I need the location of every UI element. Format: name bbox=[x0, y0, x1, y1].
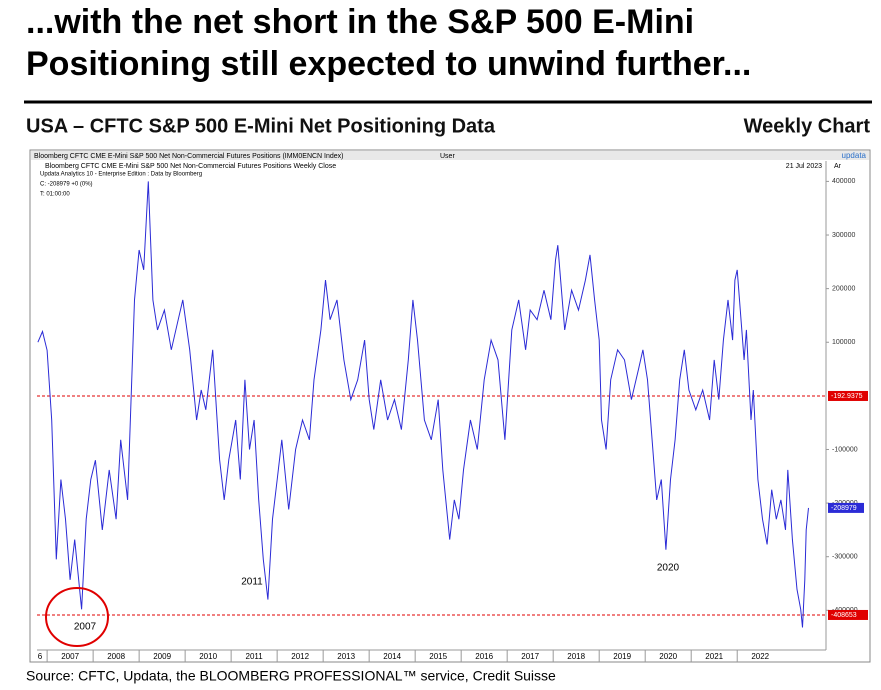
reference-label: -192.9375 bbox=[831, 393, 863, 400]
x-tick-label: 2009 bbox=[153, 652, 171, 661]
x-tick-label: 2013 bbox=[337, 652, 355, 661]
y-tick-label: 200000 bbox=[832, 285, 855, 292]
source: Source: CFTC, Updata, the BLOOMBERG PROF… bbox=[26, 668, 556, 684]
chart-title: Bloomberg CFTC CME E-Mini S&P 500 Net No… bbox=[45, 163, 336, 170]
subtitle-right: Weekly Chart bbox=[744, 115, 871, 137]
y-tick-label: 100000 bbox=[832, 339, 855, 346]
y-tick-label: 300000 bbox=[832, 232, 855, 239]
x-tick-label: 2014 bbox=[383, 652, 401, 661]
y-tick-label: -100000 bbox=[832, 446, 858, 453]
x-tick-label: 2012 bbox=[291, 652, 309, 661]
highlight-circle bbox=[45, 587, 109, 647]
top-bar-text: Bloomberg CFTC CME E-Mini S&P 500 Net No… bbox=[34, 153, 344, 160]
logo: updata bbox=[842, 151, 867, 160]
x-tick-label: 2008 bbox=[107, 652, 125, 661]
last-value-box bbox=[828, 502, 864, 513]
chart-date: 21 Jul 2023 bbox=[786, 163, 822, 170]
x-tick-label: 2011 bbox=[246, 652, 264, 661]
title-line: ...with the net short in the S&P 500 E-M… bbox=[26, 3, 694, 41]
x-tick-label: 2015 bbox=[429, 652, 447, 661]
x-tick-label: 2022 bbox=[751, 652, 769, 661]
x-tick-label: 2020 bbox=[659, 652, 677, 661]
chart-frame bbox=[29, 149, 871, 663]
top-bar-text: User bbox=[440, 153, 455, 160]
data-line bbox=[37, 181, 809, 628]
x-tick-label: 2017 bbox=[521, 652, 539, 661]
subtitle: USA – CFTC S&P 500 E-Mini Net Positionin… bbox=[26, 115, 496, 137]
annotation: 2011 bbox=[241, 577, 263, 588]
annotation: 2007 bbox=[74, 622, 97, 633]
info-text: Updata Analytics 10 - Enterprise Edition… bbox=[40, 172, 202, 178]
title-line: Positioning still expected to unwind fur… bbox=[26, 45, 751, 83]
y-tick-label: -300000 bbox=[832, 554, 858, 561]
annotation: 2020 bbox=[657, 563, 680, 574]
corner-text: Ar bbox=[834, 163, 842, 170]
x-tick-label: 2016 bbox=[475, 652, 493, 661]
x-tick-label: 2019 bbox=[613, 652, 631, 661]
info-text: C: -208979 +0 (0%) bbox=[40, 182, 93, 188]
x-tick-label: 2010 bbox=[199, 652, 217, 661]
x-tick-label: 6 bbox=[38, 652, 43, 661]
x-tick-label: 2021 bbox=[705, 652, 723, 661]
top-bar bbox=[31, 151, 869, 160]
x-tick-label: 2007 bbox=[61, 652, 79, 661]
info-text: T: 01:00:00 bbox=[40, 192, 70, 198]
reference-label: -408653 bbox=[831, 612, 857, 619]
reference-label-box bbox=[828, 390, 868, 401]
last-value-label: -208979 bbox=[831, 505, 857, 512]
y-tick-label: 400000 bbox=[832, 178, 855, 185]
x-tick-label: 2018 bbox=[567, 652, 585, 661]
reference-label-box bbox=[828, 609, 868, 620]
